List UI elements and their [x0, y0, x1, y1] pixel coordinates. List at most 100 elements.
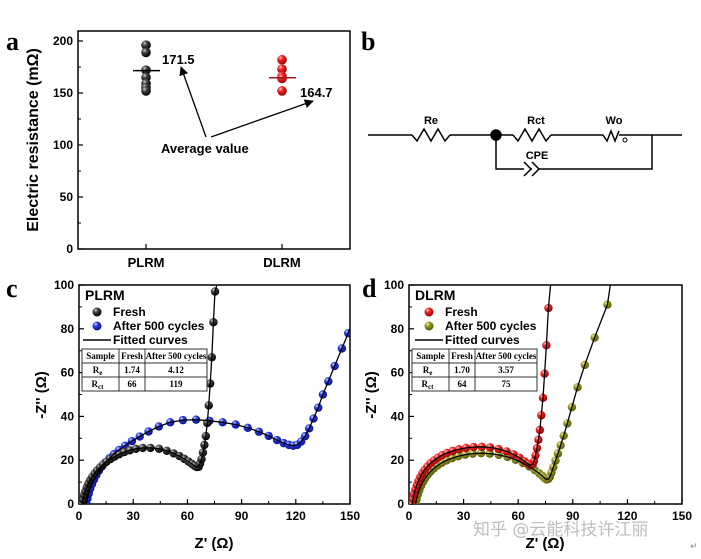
table-cell-after: 75 [502, 379, 512, 389]
y-tick-label: 20 [61, 453, 75, 467]
label-wo: Wo [606, 115, 623, 127]
cpe-branch-wire [495, 135, 653, 170]
cpe-element-left [523, 161, 533, 177]
panel-c-plot-area [79, 285, 350, 504]
panel-d-x-axis-label: Z' (Ω) [526, 535, 565, 552]
x-tick-label: 120 [617, 509, 637, 523]
equivalent-circuit-diagram [368, 127, 682, 177]
y-tick-label: 40 [391, 409, 405, 423]
panel-a-x-ticks: PLRM DLRM [128, 244, 301, 270]
annotation-avg-dlrm: 164.7 [300, 85, 333, 100]
warburg-subscript-o [622, 137, 628, 143]
legend-label-after-cycles: After 500 cycles [445, 319, 537, 333]
x-tick-label: 60 [512, 509, 526, 523]
legend-marker-fresh [92, 307, 102, 317]
table-cell-after: 119 [169, 379, 183, 389]
table-cell-fresh: 1.70 [454, 365, 470, 375]
fitted-curve-after-500-cycles [85, 327, 350, 504]
x-tick-label: 150 [672, 509, 692, 523]
return-glyph: ↵ [690, 542, 698, 552]
panel-label-d: d [362, 274, 377, 303]
cpe-element-right [531, 161, 541, 177]
table-header: Sample [86, 351, 115, 361]
table-header: After 500 cycles [146, 351, 207, 361]
legend-marker-fresh [424, 307, 434, 317]
x-tick-label-plrm: PLRM [128, 255, 165, 270]
table-header: Fresh [451, 351, 473, 361]
y-tick-label: 100 [53, 138, 73, 152]
panel-a-chart: 0 50 100 150 200 PLRM DLRM Electric resistanc… [25, 30, 351, 270]
y-tick-label: 50 [60, 190, 74, 204]
y-tick-label: 40 [61, 409, 75, 423]
plot-clip-group [409, 285, 612, 504]
panel-a-average-lines [133, 69, 296, 79]
legend-label-fitted: Fitted curves [113, 333, 188, 347]
table-header: After 500 cycles [476, 351, 537, 361]
table-header: Fresh [121, 351, 143, 361]
annotation-avg-plrm: 171.5 [162, 52, 195, 67]
data-point-dlrm [277, 86, 287, 96]
panel-c-chart: 0 30 60 90 120 150 0 20 40 60 80 100 Z' (Ω) -Z'' (Ω… [33, 278, 360, 552]
warburg-wo [602, 128, 620, 144]
panel-d-plot-area [409, 285, 612, 504]
panel-d-y-axis-label: -Z'' (Ω) [363, 371, 380, 418]
legend-marker-after-cycles [424, 321, 434, 331]
panel-d-ticks: 0 30 60 90 120 150 0 20 40 60 80 100 [384, 278, 692, 523]
y-tick-label: 200 [53, 34, 73, 48]
y-tick-label: 20 [391, 453, 405, 467]
label-rct: Rct [527, 115, 545, 127]
y-tick-label: 0 [67, 497, 74, 511]
legend-label-fitted: Fitted curves [445, 333, 520, 347]
table-row-label: Re [423, 365, 433, 377]
panel-a-y-ticks: 0 50 100 150 200 [53, 34, 83, 256]
table-cell-after: 4.12 [168, 365, 184, 375]
data-point-plrm [141, 40, 151, 50]
x-tick-label: 30 [127, 509, 141, 523]
data-point-dlrm [277, 54, 287, 65]
table-row-label: Re [93, 365, 103, 377]
panel-d-title: DLRM [415, 287, 455, 303]
data-point-plrm [141, 86, 151, 96]
resistor-re [411, 127, 451, 143]
arrow-to-plrm-avg [179, 66, 207, 138]
fitted-curve-after-500-cycles [414, 285, 611, 504]
data-point-plrm [141, 47, 151, 58]
legend-label-fresh: Fresh [445, 305, 478, 319]
label-re: Re [424, 115, 438, 127]
x-tick-label: 120 [286, 509, 306, 523]
arrow-to-dlrm-avg [210, 99, 314, 138]
panel-label-c: c [6, 274, 18, 303]
x-tick-label: 150 [340, 509, 360, 523]
panel-a-frame [77, 30, 351, 250]
y-tick-label: 80 [391, 322, 405, 336]
resistor-rct [512, 127, 552, 143]
x-tick-label: 30 [457, 509, 471, 523]
y-tick-label: 60 [391, 366, 405, 380]
watermark: 知乎 @云能科技许江丽 [473, 520, 648, 540]
panel-a-points [141, 40, 287, 96]
panel-c-title: PLRM [85, 287, 125, 303]
table-header: Sample [416, 351, 445, 361]
table-cell-after: 3.57 [498, 365, 514, 375]
panel-d-chart: 0 30 60 90 120 150 0 20 40 60 80 100 Z' (Ω) -Z'' (Ω… [363, 278, 692, 552]
x-tick-label: 90 [566, 509, 580, 523]
x-tick-label: 0 [76, 509, 83, 523]
x-tick-label-dlrm: DLRM [263, 255, 301, 270]
y-tick-label: 0 [66, 242, 73, 256]
table-cell-fresh: 64 [458, 379, 468, 389]
x-tick-label: 60 [181, 509, 195, 523]
x-tick-label: 90 [235, 509, 249, 523]
y-tick-label: 0 [397, 497, 404, 511]
legend-marker-after-cycles [92, 321, 102, 331]
legend-label-after-cycles: After 500 cycles [113, 319, 205, 333]
fitted-curve-fresh [81, 285, 218, 504]
x-tick-label: 0 [406, 509, 413, 523]
y-tick-label: 60 [61, 366, 75, 380]
fitted-curve-fresh [411, 285, 552, 504]
panel-c-x-axis-label: Z' (Ω) [195, 535, 234, 552]
panel-label-a: a [6, 27, 19, 56]
panel-a-y-axis-label: Electric resistance (mΩ) [25, 48, 42, 232]
